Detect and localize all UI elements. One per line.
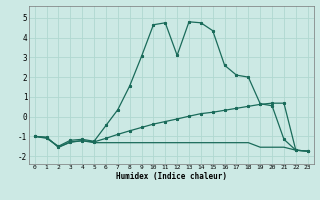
X-axis label: Humidex (Indice chaleur): Humidex (Indice chaleur) (116, 172, 227, 181)
